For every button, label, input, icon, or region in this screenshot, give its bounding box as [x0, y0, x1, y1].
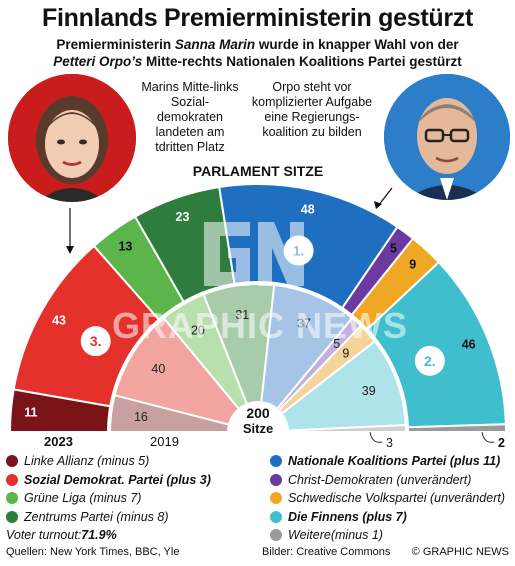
- seat-label-2023-kok: 48: [301, 202, 315, 216]
- legend-swatch-ps: [270, 510, 282, 523]
- footer-credit: © GRAPHIC NEWS: [411, 546, 509, 558]
- subtitle-line1-post: wurde in knapper Wahl von der: [255, 37, 459, 52]
- ring-2019: [108, 283, 408, 433]
- legend-swatch-linke: [6, 455, 18, 468]
- arrow-orpo-head: [374, 201, 382, 209]
- seat-label-2019-ps: 39: [362, 384, 376, 398]
- arrow-orpo: [377, 187, 393, 207]
- center-hub: [230, 404, 286, 460]
- total-seats: 200: [246, 405, 270, 421]
- footer-images: Bilder: Creative Commons: [262, 546, 391, 558]
- legend-swatch-kok: [270, 455, 282, 468]
- year-2019: 2019: [150, 434, 179, 449]
- legend-item-sdp: Sozial Demokrat. Partei (plus 3): [6, 471, 211, 490]
- arrow-marin-head: [66, 246, 74, 254]
- legend-swatch-rkp: [270, 492, 282, 505]
- legend-label-ps: Die Finnens (plus 7): [288, 509, 407, 524]
- legend-swatch-zentrum: [6, 510, 18, 523]
- legend-item-zentrum: Zentrums Partei (minus 8): [6, 508, 211, 527]
- voter-turnout: Voter turnout: 71.9%: [6, 526, 211, 545]
- legend-label-gruene: Grüne Liga (minus 7): [24, 491, 142, 505]
- legend-label-rkp: Schwedische Volkspartei (unverändert): [288, 491, 506, 505]
- seat-label-2023-ps: 46: [462, 338, 476, 352]
- seat-label-2019-kd: 5: [333, 337, 340, 351]
- segment-2019-sdp: [113, 316, 241, 426]
- rank-label-sdp: 3.: [90, 333, 102, 349]
- orpo-portrait: [384, 74, 510, 200]
- label-2023-weitere: 2: [498, 436, 505, 450]
- legend-item-ps: Die Finnens (plus 7): [270, 508, 505, 527]
- segment-2023-weitere: [406, 423, 508, 433]
- segment-2019-weitere: [286, 423, 408, 433]
- subtitle: Premierministerin Sanna Marin wurde in k…: [0, 36, 515, 70]
- legend-right: Nationale Koalitions Partei (plus 11) Chr…: [270, 452, 505, 545]
- legend-label-kok: Nationale Koalitions Partei (plus 11): [288, 454, 501, 468]
- page-title: Finnlands Premierministerin gestürzt: [42, 4, 473, 32]
- legend-item-weitere: Weitere(minus 1): [270, 526, 505, 545]
- legend-item-rkp: Schwedische Volkspartei (unverändert): [270, 489, 505, 508]
- note-marin: Marins Mitte-links Sozial-demokraten lan…: [141, 80, 239, 154]
- callout-2019-weitere: [369, 431, 383, 443]
- legend-label-weitere: Weitere(minus 1): [288, 528, 383, 542]
- seat-label-2019-linke: 16: [134, 410, 148, 424]
- seat-label-2019-sdp: 40: [151, 362, 165, 376]
- subtitle-line1-pre: Premierministerin: [56, 37, 175, 52]
- legend-label-kd: Christ-Demokraten (unverändert): [288, 472, 472, 487]
- segment-2019-kok: [260, 283, 354, 411]
- seat-label-2023-linke: 11: [24, 405, 37, 419]
- subtitle-marin: Sanna Marin: [174, 37, 256, 52]
- note-orpo: Orpo steht vor komplizierter Aufgabe ein…: [251, 80, 373, 139]
- legend-label-linke: Linke Allianz (minus 5): [24, 454, 150, 468]
- legend-left: Linke Allianz (minus 5) Sozial Demokrat. …: [6, 452, 211, 545]
- seat-label-2023-sdp: 43: [52, 314, 66, 328]
- seat-label-2023-zentrum: 23: [176, 210, 190, 224]
- chart-title: PARLAMENT SITZE: [193, 163, 323, 179]
- seat-label-2019-rkp: 9: [342, 346, 349, 360]
- legend-item-kok: Nationale Koalitions Partei (plus 11): [270, 452, 505, 471]
- subtitle-line2-post: Mitte-rechts Nationalen Koalitions Parte…: [142, 54, 462, 69]
- marin-portrait: [8, 74, 136, 202]
- rank-label-kok: 1.: [293, 242, 305, 258]
- footer-sources: Quellen: New York Times, BBC, Yle: [6, 546, 180, 558]
- seat-label-2023-kd: 5: [390, 242, 397, 256]
- legend-swatch-kd: [270, 473, 282, 486]
- legend-label-sdp: Sozial Demokrat. Partei (plus 3): [24, 472, 211, 487]
- rank-label-ps: 2.: [424, 353, 436, 369]
- subtitle-orpo: Petteri Orpo’s: [53, 54, 143, 69]
- voter-turnout-label: Voter turnout:: [6, 528, 82, 542]
- label-2019-weitere: 3: [386, 436, 393, 450]
- legend-swatch-weitere: [270, 529, 282, 542]
- seat-label-2019-kok: 37: [297, 316, 311, 330]
- callout-2023-weitere: [481, 431, 495, 443]
- seat-label-2023-gruene: 13: [118, 239, 132, 253]
- total-seats-label: Sitze: [243, 421, 273, 436]
- legend-item-linke: Linke Allianz (minus 5): [6, 452, 211, 471]
- legend-item-gruene: Grüne Liga (minus 7): [6, 489, 211, 508]
- rank-badge-sdp: [80, 326, 111, 357]
- legend-swatch-sdp: [6, 473, 18, 486]
- year-2023: 2023: [44, 434, 73, 449]
- seat-label-2019-gruene: 20: [191, 323, 205, 337]
- seat-label-2023-rkp: 9: [409, 258, 416, 272]
- rank-badge-ps: [414, 345, 445, 376]
- legend-label-zentrum: Zentrums Partei (minus 8): [24, 509, 169, 524]
- seat-label-2019-zentrum: 31: [235, 308, 249, 322]
- legend-item-kd: Christ-Demokraten (unverändert): [270, 471, 505, 490]
- voter-turnout-value: 71.9%: [81, 528, 117, 542]
- legend-swatch-gruene: [6, 492, 18, 505]
